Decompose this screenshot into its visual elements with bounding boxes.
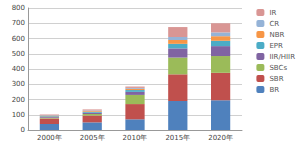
svg-text:IR: IR	[269, 9, 276, 17]
svg-text:SBR: SBR	[269, 75, 283, 83]
svg-text:100: 100	[12, 111, 25, 119]
svg-text:300: 300	[12, 80, 25, 88]
svg-text:800: 800	[12, 4, 25, 12]
svg-text:CR: CR	[269, 20, 279, 28]
svg-text:2000年: 2000年	[37, 134, 62, 142]
svg-text:700: 700	[12, 19, 25, 27]
svg-text:EPR: EPR	[269, 42, 283, 50]
svg-text:400: 400	[12, 65, 25, 73]
svg-text:IIR/HIIR: IIR/HIIR	[269, 53, 295, 61]
svg-text:500: 500	[12, 50, 25, 58]
svg-text:2005年: 2005年	[80, 134, 105, 142]
svg-text:0: 0	[21, 126, 25, 134]
svg-text:2015年: 2015年	[165, 134, 190, 142]
svg-text:SBCs: SBCs	[269, 64, 287, 72]
svg-text:BR: BR	[269, 86, 279, 94]
svg-text:2020年: 2020年	[208, 134, 233, 142]
svg-text:600: 600	[12, 35, 25, 43]
svg-text:2010年: 2010年	[123, 134, 148, 142]
svg-text:200: 200	[12, 96, 25, 104]
svg-text:NBR: NBR	[269, 31, 284, 39]
